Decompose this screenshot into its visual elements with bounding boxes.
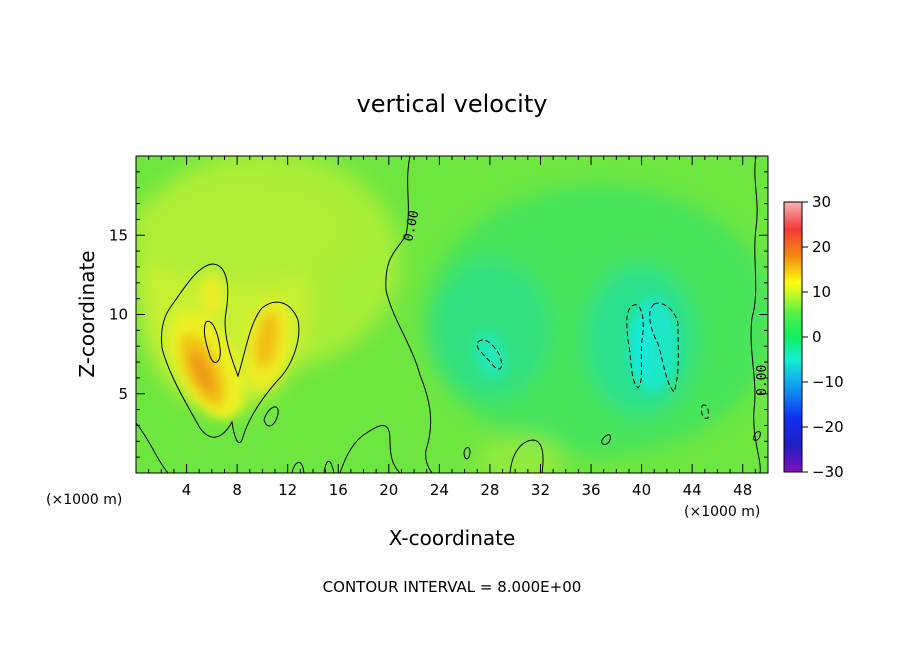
x-tick-label: 32 — [531, 481, 550, 499]
x-tick-label: 40 — [632, 481, 651, 499]
contour-minus8-c — [649, 302, 679, 393]
x-tick-label: 12 — [278, 481, 297, 499]
x-tick-label: 44 — [683, 481, 702, 499]
x-tick-label: 24 — [430, 481, 449, 499]
contour-label-zero-2: 0.00 — [755, 365, 770, 396]
contour-zero-left — [136, 422, 169, 473]
colorbar-tick-label: 20 — [812, 238, 831, 256]
contour-plus8-small — [263, 406, 279, 427]
contour-plus8-left — [161, 263, 300, 444]
colorbar-tick-label: −20 — [812, 418, 844, 436]
contour-small-g — [753, 431, 761, 441]
contour-plus8-inner — [203, 320, 221, 363]
x-tick-label: 20 — [379, 481, 398, 499]
contour-labels: 0.00 0.00 — [401, 209, 770, 396]
colorbar-ticks: 30 20 10 0 −10 −20 −30 — [802, 193, 844, 481]
contour-bottom-c — [323, 460, 335, 473]
x-unit-label-secondary: (×1000 m) — [684, 504, 760, 520]
field-detail — [170, 275, 677, 420]
contour-minus8-d — [701, 404, 709, 419]
x-axis-label: X-coordinate — [389, 526, 516, 550]
plot-area: 0.00 0.00 — [136, 156, 770, 473]
x-tick-label: 28 — [480, 481, 499, 499]
colorbar: 30 20 10 0 −10 −20 −30 — [783, 193, 844, 481]
x-tick-label: 8 — [232, 481, 242, 499]
colorbar-gradient — [783, 201, 803, 473]
x-ticks: 4 8 12 16 20 24 28 32 36 40 44 48 — [148, 156, 756, 499]
colorbar-tick-label: 30 — [812, 193, 831, 211]
contour-interval-note: CONTOUR INTERVAL = 8.000E+00 — [323, 578, 582, 596]
contour-bottom-a — [339, 425, 401, 473]
contour-label-zero-1: 0.00 — [401, 209, 422, 243]
y-tick-label: 5 — [118, 385, 128, 403]
x-tick-label: 16 — [329, 481, 348, 499]
x-tick-label: 48 — [733, 481, 752, 499]
colorbar-tick-label: −30 — [812, 463, 844, 481]
x-tick-label: 4 — [182, 481, 192, 499]
colorbar-tick-label: 0 — [812, 328, 822, 346]
chart-title: vertical velocity — [357, 90, 548, 118]
contour-zero-main — [385, 156, 433, 473]
contour-minus8-b — [626, 304, 644, 389]
x-unit-label: (×1000 m) — [46, 492, 122, 508]
colorbar-tick-label: 10 — [812, 283, 831, 301]
contour-minus8-a — [476, 339, 503, 370]
contour-small-f — [601, 434, 611, 445]
x-tick-label: 36 — [581, 481, 600, 499]
field-smooth — [136, 156, 768, 473]
y-axis-label: Z-coordinate — [75, 250, 99, 377]
y-tick-label: 10 — [109, 306, 128, 324]
contour-bottom-d — [509, 439, 544, 473]
y-ticks: 5 10 15 — [109, 171, 768, 458]
colorbar-tick-label: −10 — [812, 373, 844, 391]
y-tick-label: 15 — [109, 226, 128, 244]
contour-zero-right — [750, 156, 761, 473]
contour-small-e — [463, 447, 471, 460]
contour-bottom-b — [291, 462, 305, 473]
contour-lines — [136, 156, 761, 473]
